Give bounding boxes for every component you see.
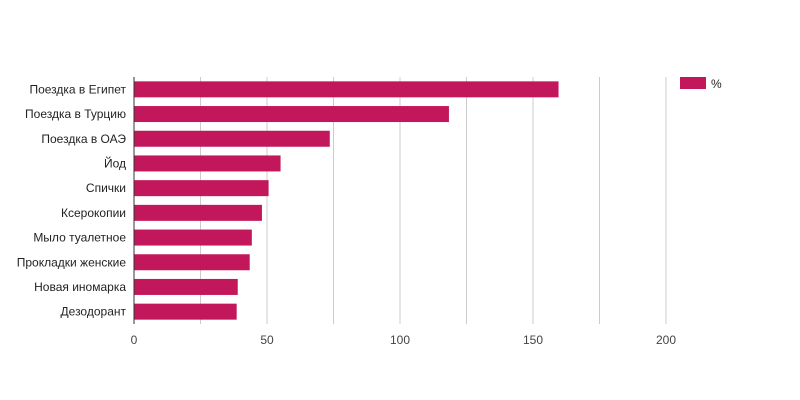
bar (134, 204, 262, 221)
x-tick-labels: 0 50 100 150 200 (131, 333, 677, 347)
bar (134, 229, 252, 246)
bar (134, 254, 250, 271)
category-label: Дезодорант (61, 305, 127, 319)
legend-swatch (680, 77, 706, 89)
x-tick-label: 0 (131, 333, 138, 347)
bar (134, 130, 330, 147)
bar (134, 180, 269, 197)
category-label: Новая иномарка (34, 280, 126, 294)
bar (134, 106, 449, 123)
legend: % (680, 77, 722, 91)
bar (134, 81, 559, 98)
category-label: Йод (104, 155, 126, 170)
bars (134, 81, 559, 320)
category-label: Поездка в Турцию (25, 107, 126, 121)
category-label: Прокладки женские (17, 255, 127, 269)
category-label: Поездка в Египет (29, 82, 126, 96)
x-tick-label: 50 (260, 333, 274, 347)
bar (134, 303, 237, 320)
category-label: Спички (86, 181, 126, 195)
legend-label: % (711, 77, 722, 91)
x-tick-label: 150 (523, 333, 543, 347)
bar (134, 278, 238, 295)
x-tick-label: 200 (656, 333, 676, 347)
category-label: Поездка в ОАЭ (41, 132, 126, 146)
category-label: Ксерокопии (61, 206, 126, 220)
bar (134, 155, 281, 172)
category-label: Мыло туалетное (33, 231, 126, 245)
x-tick-label: 100 (390, 333, 410, 347)
category-labels: Поездка в Египет Поездка в Турцию Поездка … (17, 82, 127, 318)
